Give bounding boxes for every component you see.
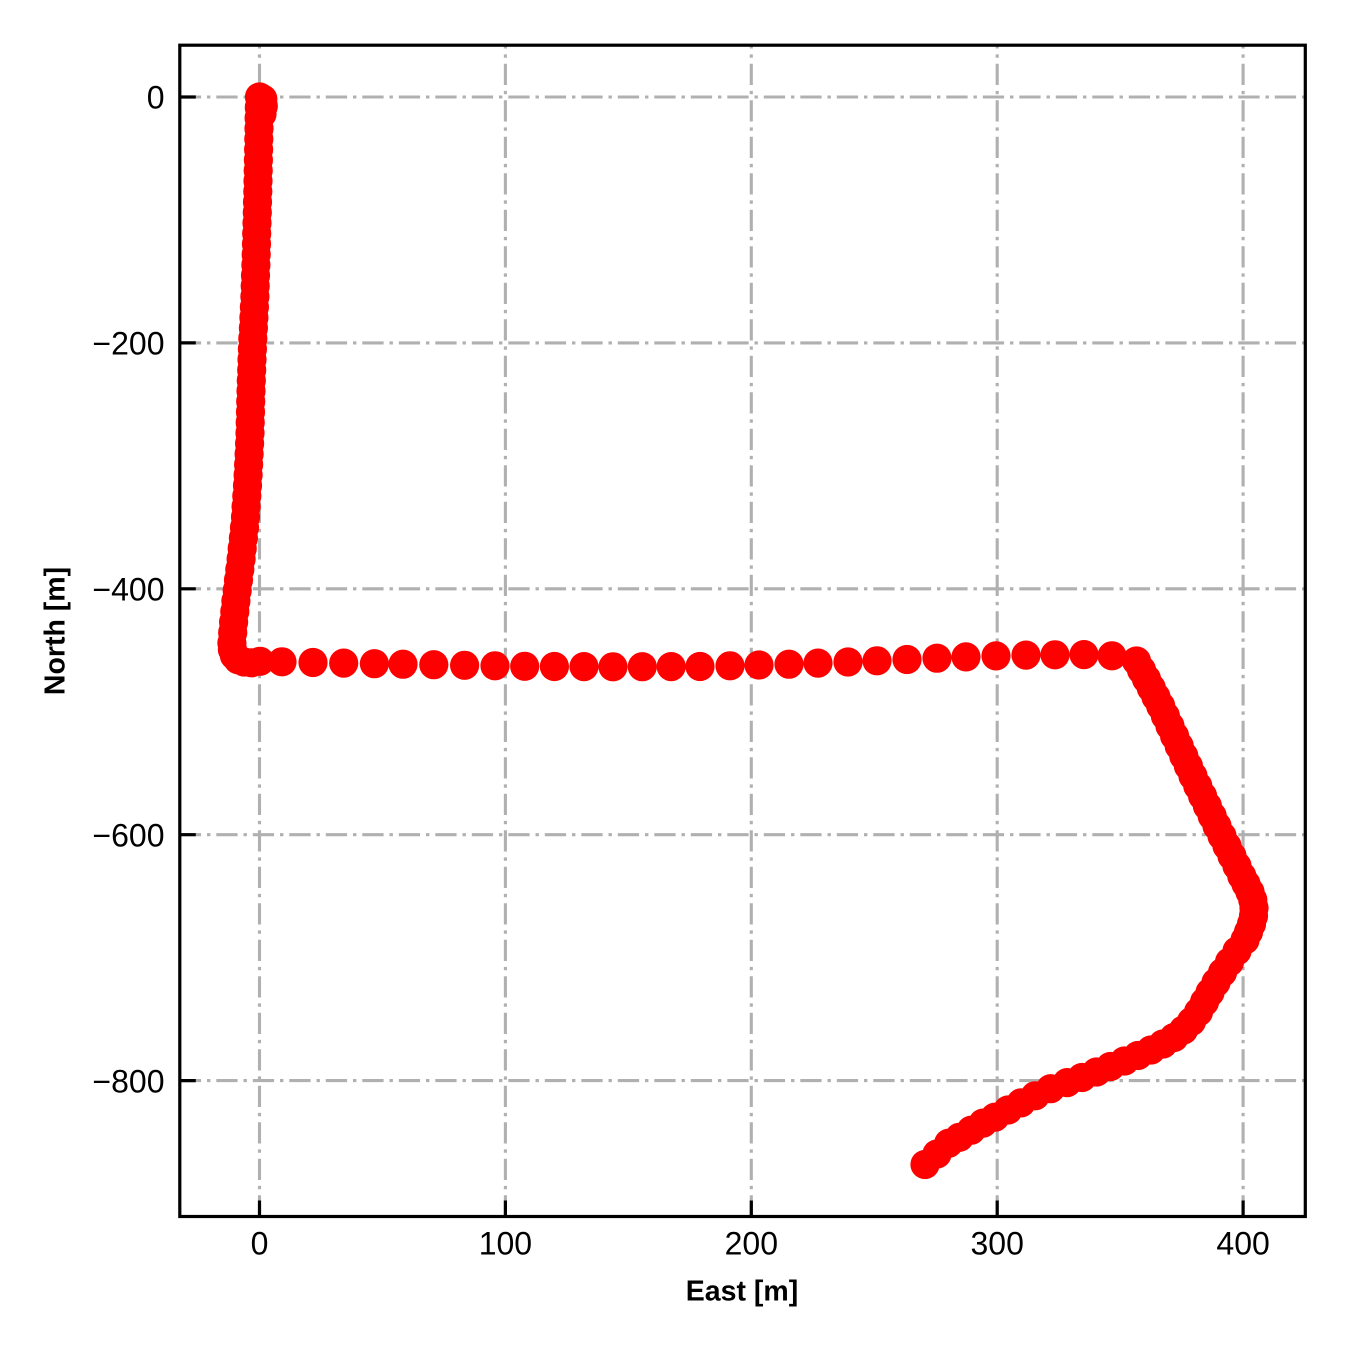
svg-text:North [m]: North [m]: [40, 567, 72, 695]
svg-text:0: 0: [251, 1226, 269, 1262]
svg-text:−800: −800: [92, 1063, 164, 1099]
svg-text:300: 300: [971, 1226, 1024, 1262]
svg-text:−200: −200: [92, 326, 164, 362]
svg-text:−600: −600: [92, 817, 164, 853]
svg-text:−400: −400: [92, 572, 164, 608]
svg-text:East [m]: East [m]: [686, 1275, 798, 1307]
svg-text:400: 400: [1216, 1226, 1269, 1262]
svg-text:200: 200: [725, 1226, 778, 1262]
svg-text:0: 0: [147, 80, 165, 116]
svg-text:100: 100: [479, 1226, 532, 1262]
